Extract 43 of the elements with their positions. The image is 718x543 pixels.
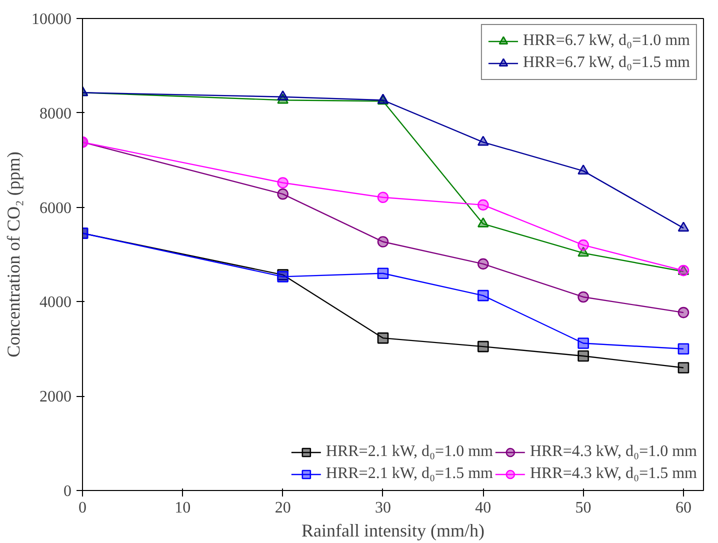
point: [277, 90, 288, 100]
point: [277, 188, 288, 200]
x-tick-label: 20: [274, 500, 291, 516]
point: [277, 177, 288, 188]
point: [477, 290, 489, 302]
point: [477, 217, 489, 228]
point: [678, 306, 690, 318]
x-tick-label: 0: [78, 500, 86, 516]
point: [678, 222, 690, 232]
x-tick-label: 10: [174, 500, 191, 516]
point: [477, 258, 489, 270]
point: [678, 362, 690, 374]
x-tick-label: 60: [675, 500, 692, 516]
legend-label: HRR=4.3 kW, d₀=1.5 mm: [530, 465, 697, 483]
point: [578, 338, 589, 349]
point: [578, 350, 589, 362]
x-tick-label: 30: [374, 500, 391, 516]
point: [477, 199, 489, 211]
point: [678, 343, 690, 355]
y-tick-label: 0: [64, 483, 72, 500]
legend-label: HRR=2.1 kW, d₀=1.5 mm: [326, 465, 493, 483]
point: [377, 236, 389, 248]
x-tick-label: 40: [475, 500, 492, 516]
legend-label: HRR=4.3 kW, d₀=1.0 mm: [530, 443, 697, 461]
x-tick-label: 50: [575, 500, 592, 516]
y-tick-label: 8000: [40, 105, 72, 122]
point: [377, 268, 389, 280]
y-tick-label: 6000: [40, 200, 72, 217]
y-tick-label: 10000: [32, 11, 72, 28]
y-tick-label: 4000: [40, 294, 72, 312]
point: [578, 291, 589, 303]
point: [477, 340, 489, 352]
legend-label: HRR=2.1 kW, d₀=1.0 mm: [326, 443, 493, 461]
point: [578, 164, 589, 174]
point: [477, 136, 489, 146]
point: [377, 332, 389, 344]
legend-label: HRR=6.7 kW, d₀=1.0 mm: [522, 32, 690, 50]
legend-label: HRR=6.7 kW, d₀=1.5 mm: [522, 54, 690, 72]
y-axis-title: Concentration of CO₂ (ppm): [4, 152, 24, 358]
y-tick-label: 2000: [40, 388, 72, 406]
point: [578, 239, 589, 251]
x-axis-title: Rainfall intensity (mm/h): [302, 520, 484, 540]
point: [377, 192, 389, 204]
